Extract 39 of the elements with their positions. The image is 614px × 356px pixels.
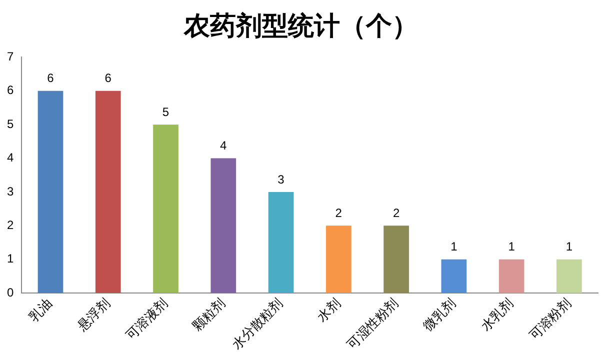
bar (498, 259, 524, 294)
bar (556, 259, 582, 294)
bar (95, 90, 121, 294)
data-label: 3 (278, 172, 285, 186)
x-tick-label: 可溶粉剂 (526, 295, 574, 344)
x-tick-label: 水乳剂 (478, 295, 517, 334)
data-label: 5 (162, 104, 170, 119)
data-label: 6 (47, 71, 54, 86)
chart-title: 农药剂型统计（个） (183, 11, 418, 42)
data-label: 1 (450, 240, 458, 254)
bar (268, 192, 294, 294)
y-tick-label: 4 (6, 150, 14, 165)
y-tick-label: 0 (6, 285, 14, 300)
data-label: 4 (220, 138, 228, 153)
bar (384, 226, 409, 294)
bar (153, 124, 178, 294)
data-label: 1 (508, 240, 516, 254)
x-tick-label: 微乳剂 (420, 295, 460, 334)
y-tick-label: 6 (6, 83, 14, 98)
x-tick-label: 水剂 (314, 295, 344, 326)
data-label: 2 (392, 206, 400, 220)
y-tick-label: 7 (6, 50, 14, 64)
data-label: 1 (566, 240, 573, 254)
x-tick-label: 乳油 (26, 296, 56, 326)
bar (441, 259, 467, 294)
x-tick-label: 颗粒剂 (190, 295, 229, 334)
y-tick-label: 1 (6, 252, 14, 266)
x-tick-label: 悬浮剂 (74, 295, 114, 336)
x-tick-label: 可溶液剂 (122, 295, 171, 344)
y-tick-label: 5 (6, 116, 14, 131)
bar (210, 158, 236, 294)
bar (326, 226, 352, 294)
y-tick-label: 2 (6, 218, 14, 232)
bar (38, 90, 64, 294)
x-tick-label: 水分散粒剂 (228, 295, 286, 353)
data-label: 2 (335, 206, 342, 220)
data-label: 6 (104, 71, 112, 86)
x-tick-label: 可湿性粉剂 (344, 295, 402, 353)
y-tick-label: 3 (6, 184, 14, 198)
